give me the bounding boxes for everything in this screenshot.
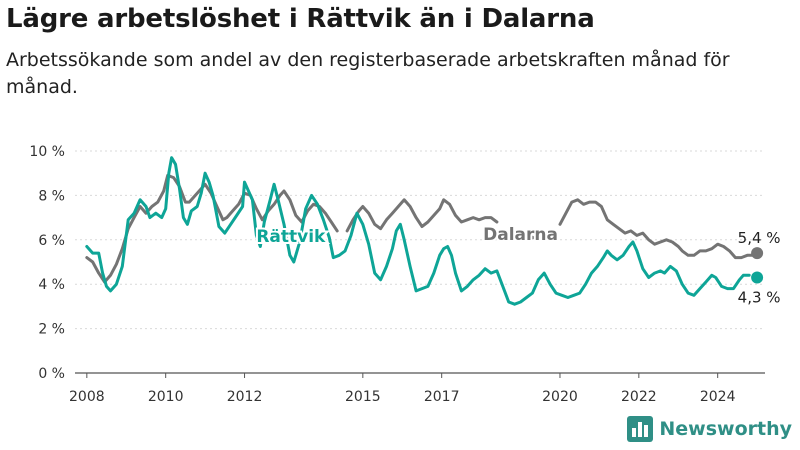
- x-tick-label: 2020: [542, 389, 578, 405]
- x-axis-ticks: 2008 2010 2012 2015 2017 2020 2022 2024: [69, 373, 736, 405]
- x-tick-label: 2017: [424, 389, 460, 405]
- x-tick-label: 2024: [700, 389, 736, 405]
- dalarna-series-line: [345, 198, 499, 233]
- y-tick-label: 6 %: [38, 233, 65, 249]
- dalarna-end-value-label: 5,4 %: [738, 229, 781, 247]
- dalarna-series-label: Dalarna: [483, 225, 558, 245]
- y-tick-label: 2 %: [38, 322, 65, 338]
- series-labels: 5,4 % 4,3 % Rättvik Dalarna: [254, 223, 781, 307]
- y-tick-label: 8 %: [38, 188, 65, 204]
- bar-chart-logo-icon: [627, 416, 654, 442]
- y-tick-label: 4 %: [38, 277, 65, 293]
- x-tick-label: 2022: [621, 389, 657, 405]
- x-tick-label: 2010: [148, 389, 184, 405]
- dalarna-series-point: [530, 235, 535, 240]
- x-tick-label: 2008: [69, 389, 105, 405]
- x-tick-label: 2012: [227, 389, 263, 405]
- brand-name: Newsworthy: [659, 418, 792, 440]
- y-axis-ticks: 0 % 2 % 4 % 6 % 8 % 10 %: [29, 144, 65, 382]
- rttvik-series-label: Rättvik: [256, 227, 326, 247]
- series-lines: [85, 156, 764, 306]
- rttvik-end-marker: [751, 271, 764, 284]
- dalarna-end-marker: [751, 247, 764, 260]
- page-subtitle: Arbetssökande som andel av den registerb…: [6, 49, 730, 98]
- page-title: Lägre arbetslöshet i Rättvik än i Dalarn…: [6, 4, 595, 34]
- y-tick-label: 0 %: [38, 366, 65, 382]
- rttvik-end-value-label: 4,3 %: [738, 289, 781, 307]
- dalarna-series-line: [558, 198, 759, 260]
- y-tick-label: 10 %: [29, 144, 65, 160]
- x-tick-label: 2015: [345, 389, 381, 405]
- rttvik-series-line: [85, 156, 751, 306]
- brand-logo: Newsworthy: [627, 416, 792, 442]
